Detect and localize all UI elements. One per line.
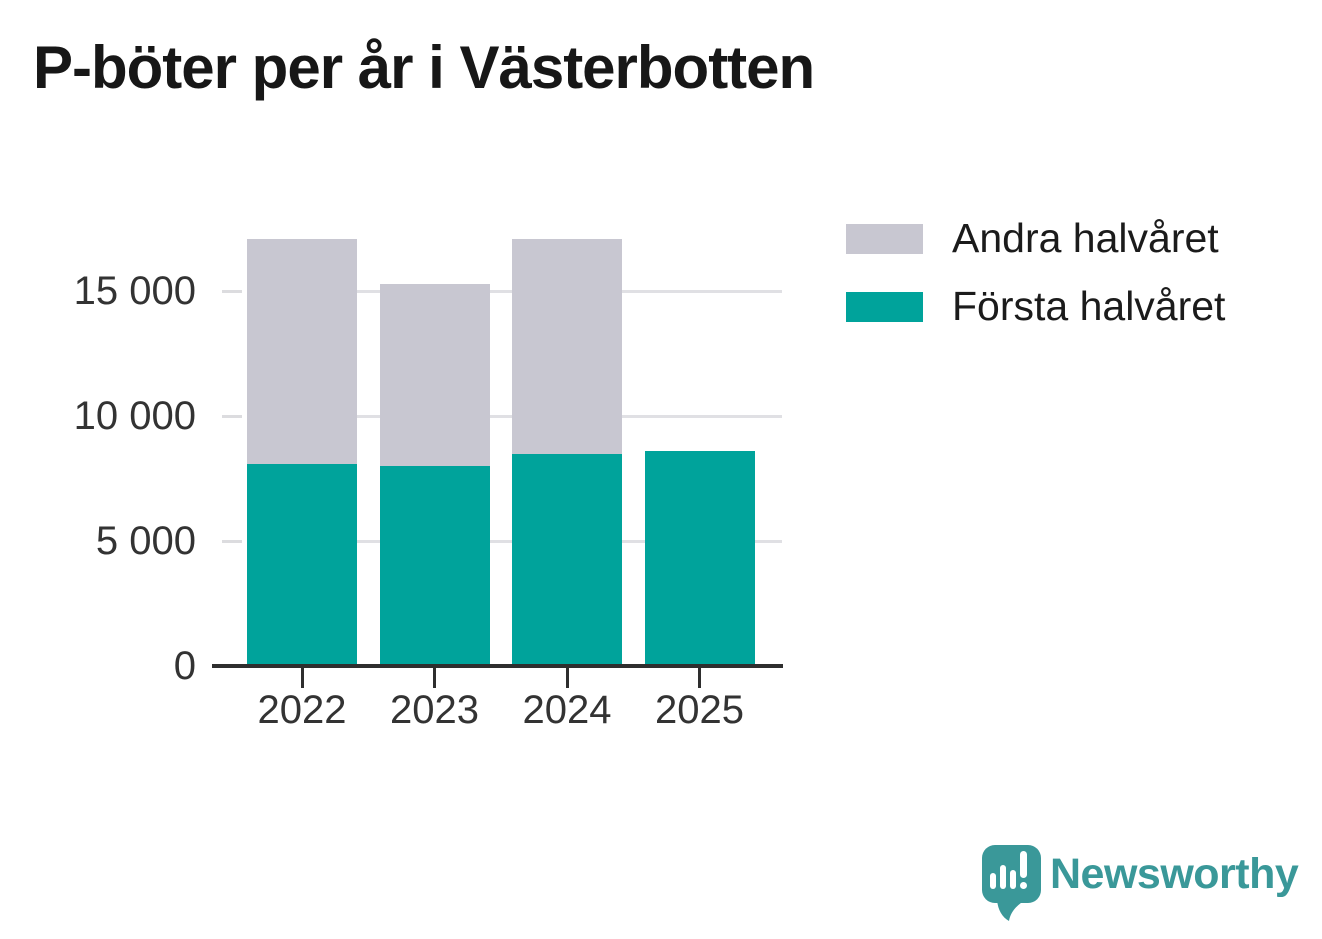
y-axis-label: 10 000 xyxy=(73,394,196,438)
bar-f-rsta-halv-ret-2022 xyxy=(247,463,357,666)
y-axis-label: 15 000 xyxy=(73,269,196,313)
bar-f-rsta-halv-ret-2025 xyxy=(644,451,755,666)
y-tick-10000 xyxy=(222,414,242,418)
x-axis-label-2023: 2023 xyxy=(390,688,479,732)
y-tick-15000 xyxy=(222,289,242,293)
x-tick-2023 xyxy=(433,668,436,688)
legend: Andra halvåret Första halvåret xyxy=(846,218,1225,327)
x-axis-label-2024: 2024 xyxy=(522,688,612,732)
bar-f-rsta-halv-ret-2024 xyxy=(512,453,622,666)
y-axis-label: 0 xyxy=(173,644,196,688)
bar-andra-halv-ret-2022 xyxy=(247,238,357,464)
chart-title: P-böter per år i Västerbotten xyxy=(33,34,815,101)
newsworthy-branding: Newsworthy xyxy=(982,845,1299,921)
legend-label: Första halvåret xyxy=(952,283,1226,329)
y-tick-5000 xyxy=(222,539,242,543)
x-axis-label-2025: 2025 xyxy=(655,688,744,732)
legend-item-forsta-halvaret: Första halvåret xyxy=(846,286,1225,327)
legend-swatch-forsta-halvaret xyxy=(846,291,923,322)
newsworthy-logo-icon xyxy=(982,845,1041,921)
bar-f-rsta-halv-ret-2023 xyxy=(379,466,490,666)
legend-item-andra-halvaret: Andra halvåret xyxy=(846,218,1225,259)
bar-andra-halv-ret-2023 xyxy=(379,283,490,466)
x-axis-line xyxy=(212,664,783,668)
legend-swatch-andra-halvaret xyxy=(846,223,923,254)
newsworthy-wordmark: Newsworthy xyxy=(1050,850,1299,898)
x-tick-2022 xyxy=(300,668,304,688)
x-axis-label-2022: 2022 xyxy=(257,688,347,732)
x-tick-2025 xyxy=(698,668,701,688)
legend-label: Andra halvåret xyxy=(952,215,1219,261)
y-axis-label: 5 000 xyxy=(95,519,196,563)
bar-andra-halv-ret-2024 xyxy=(512,238,622,454)
x-tick-2024 xyxy=(565,668,569,688)
